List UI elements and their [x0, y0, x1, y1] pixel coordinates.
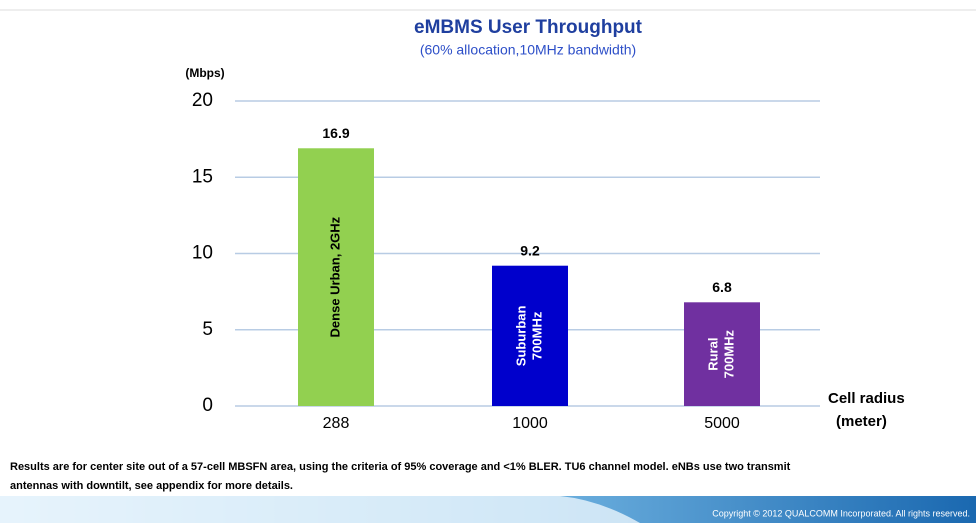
- x-tick-label: 1000: [512, 415, 548, 432]
- bar-label: Dense Urban, 2GHz: [327, 216, 342, 337]
- y-tick-label: 20: [192, 90, 213, 111]
- bar: [298, 148, 374, 406]
- x-axis-label: (meter): [836, 413, 887, 430]
- bar: [492, 265, 568, 406]
- y-tick-label: 10: [192, 243, 213, 264]
- chart-subtitle: (60% allocation,10MHz bandwidth): [420, 42, 636, 58]
- x-tick-label: 5000: [704, 415, 740, 432]
- footnote: antennas with downtilt, see appendix for…: [10, 480, 293, 492]
- y-tick-label: 0: [202, 395, 213, 416]
- bar-label: 700MHz: [721, 329, 736, 378]
- bar: [684, 302, 760, 406]
- footnote: Results are for center site out of a 57-…: [10, 461, 791, 473]
- plot: 0 5 10 15 20 288 16.9 Dense Urban, 2GHz 1000 9.2 S…: [192, 90, 820, 432]
- bar-label: Rural: [705, 338, 720, 371]
- chart-title: eMBMS User Throughput: [414, 17, 643, 38]
- value-label: 6.8: [712, 279, 732, 295]
- y-tick-label: 15: [192, 166, 213, 187]
- value-label: 9.2: [520, 242, 540, 258]
- y-tick-label: 5: [202, 319, 213, 340]
- copyright: Copyright © 2012 QUALCOMM Incorporated. …: [712, 508, 970, 518]
- value-label: 16.9: [322, 125, 349, 141]
- bar-label: 700MHz: [529, 311, 544, 360]
- footer-swoosh: [0, 496, 640, 523]
- x-tick-label: 288: [323, 415, 350, 432]
- y-axis-label: (Mbps): [185, 66, 224, 80]
- bar-label: Suburban: [513, 305, 528, 366]
- x-axis-label: Cell radius: [828, 390, 905, 407]
